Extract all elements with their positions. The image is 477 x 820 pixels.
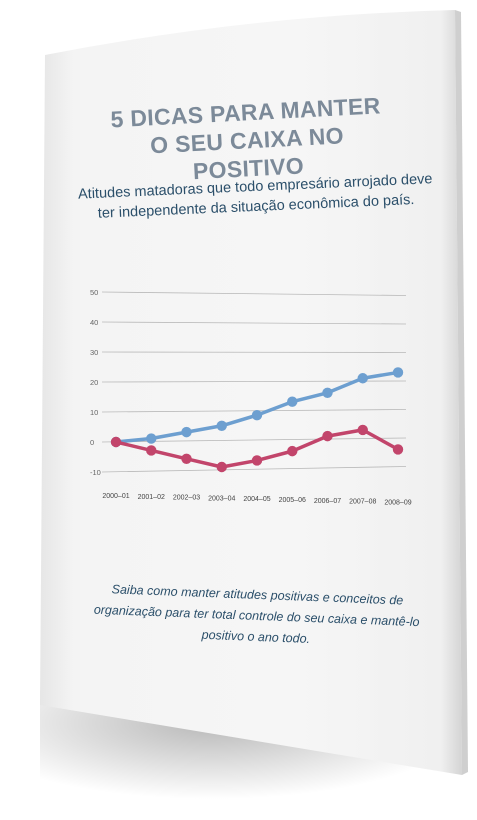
y-tick-label: 40 (90, 318, 98, 327)
data-point (251, 409, 263, 421)
line-chart: -10 0 10 20 30 40 50 2000–01 2001–02 2002–03 2003–… (88, 262, 418, 512)
gridline (101, 466, 407, 473)
y-tick-label: 0 (90, 438, 94, 447)
data-point (110, 436, 122, 448)
x-tick-label: 2006–07 (314, 498, 341, 505)
x-tick-label: 2002–03 (173, 495, 200, 502)
data-point (322, 430, 333, 442)
chart-svg: -10 0 10 20 30 40 50 2000–01 2001–02 2002–03 2003–… (90, 288, 412, 506)
data-point (216, 420, 227, 431)
data-point (322, 387, 333, 398)
gridline (101, 351, 407, 353)
data-point (181, 426, 192, 438)
x-tick-label: 2000–01 (102, 493, 129, 500)
y-tick-label: 20 (90, 378, 98, 387)
y-tick-label: 10 (90, 408, 98, 417)
data-point (287, 396, 298, 407)
gridline (101, 291, 407, 296)
x-tick-label: 2005–06 (279, 497, 306, 504)
data-point (392, 444, 404, 455)
data-point (251, 455, 263, 466)
gridline (101, 321, 407, 325)
data-point (216, 461, 227, 473)
y-tick-label: 30 (90, 348, 98, 357)
data-point (357, 373, 368, 384)
data-point (146, 433, 157, 444)
data-point (392, 367, 404, 378)
x-tick-label: 2007–08 (349, 499, 376, 506)
gridline (101, 409, 407, 413)
x-tick-label: 2008–09 (384, 499, 411, 506)
x-tick-label: 2004–05 (243, 496, 270, 503)
data-point (357, 424, 368, 436)
y-tick-label: -10 (90, 468, 101, 477)
data-point (181, 453, 192, 464)
x-tick-label: 2001–02 (138, 494, 165, 501)
data-point (146, 445, 157, 456)
y-tick-label: 50 (90, 288, 98, 297)
data-point (287, 445, 298, 457)
x-tick-label: 2003–04 (208, 495, 235, 502)
